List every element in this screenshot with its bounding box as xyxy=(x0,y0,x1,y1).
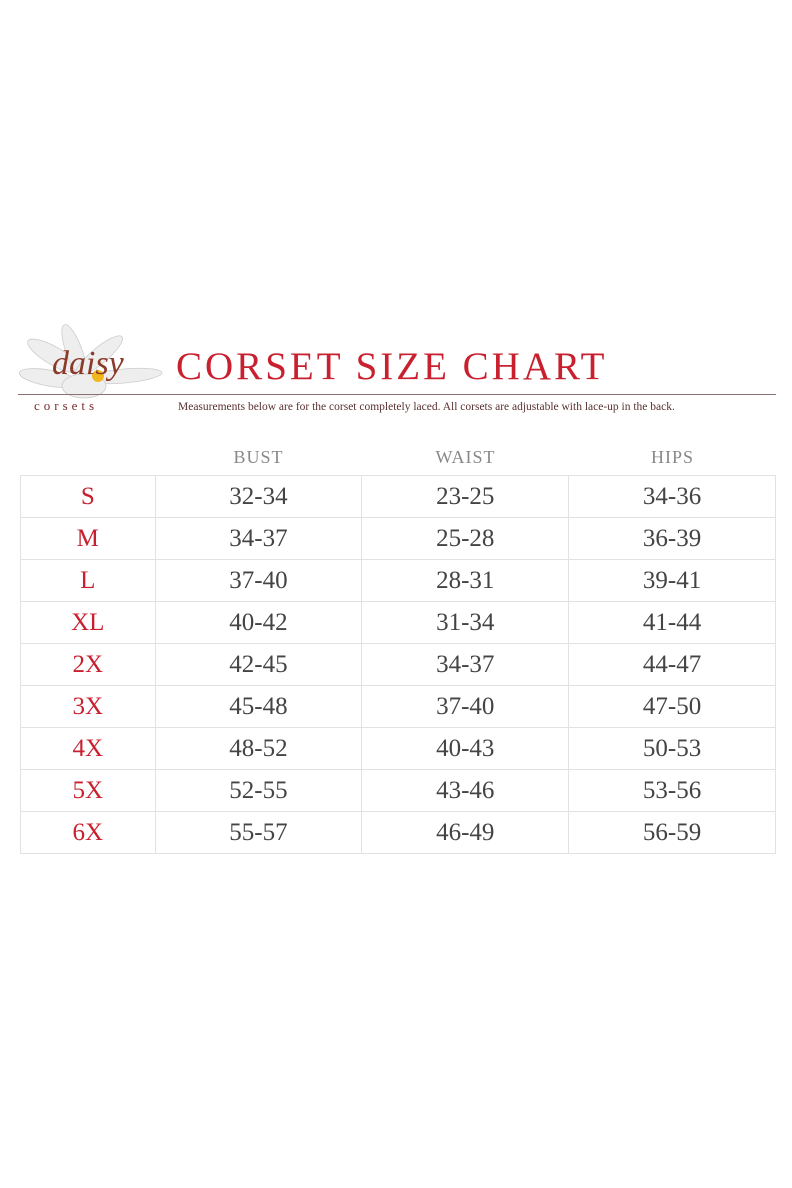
waist-cell: 28-31 xyxy=(361,559,570,602)
bust-cell: 42-45 xyxy=(154,643,363,686)
table-row: 6X 55-57 46-49 56-59 xyxy=(20,811,776,854)
size-cell: 2X xyxy=(20,643,156,686)
waist-cell: 34-37 xyxy=(361,643,570,686)
logo-wordmark: corsets xyxy=(34,398,99,413)
size-cell: 5X xyxy=(20,769,156,812)
bust-cell: 55-57 xyxy=(154,811,363,854)
size-cell: 3X xyxy=(20,685,156,728)
hips-cell: 50-53 xyxy=(568,727,776,770)
size-table: S 32-34 23-25 34-36 M 34-37 25-28 36-39 L 37-40 28… xyxy=(20,475,776,854)
hips-cell: 53-56 xyxy=(568,769,776,812)
daisy-logo: daisy xyxy=(19,324,163,399)
table-row: M 34-37 25-28 36-39 xyxy=(20,517,776,560)
divider xyxy=(18,394,776,395)
hips-cell: 47-50 xyxy=(568,685,776,728)
waist-cell: 37-40 xyxy=(361,685,570,728)
size-cell: 4X xyxy=(20,727,156,770)
size-cell: 6X xyxy=(20,811,156,854)
bust-cell: 37-40 xyxy=(154,559,363,602)
hips-cell: 39-41 xyxy=(568,559,776,602)
waist-cell: 40-43 xyxy=(361,727,570,770)
table-row: 4X 48-52 40-43 50-53 xyxy=(20,727,776,770)
bust-cell: 34-37 xyxy=(154,517,363,560)
hips-cell: 56-59 xyxy=(568,811,776,854)
size-cell: L xyxy=(20,559,156,602)
waist-cell: 43-46 xyxy=(361,769,570,812)
hips-cell: 44-47 xyxy=(568,643,776,686)
bust-cell: 32-34 xyxy=(154,475,363,518)
size-cell: M xyxy=(20,517,156,560)
size-cell: XL xyxy=(20,601,156,644)
hips-cell: 41-44 xyxy=(568,601,776,644)
table-row: L 37-40 28-31 39-41 xyxy=(20,559,776,602)
bust-cell: 48-52 xyxy=(154,727,363,770)
bust-cell: 45-48 xyxy=(154,685,363,728)
table-row: S 32-34 23-25 34-36 xyxy=(20,475,776,518)
waist-cell: 46-49 xyxy=(361,811,570,854)
subtitle: Measurements below are for the corset co… xyxy=(178,401,675,413)
svg-text:daisy: daisy xyxy=(52,345,125,382)
table-row: 5X 52-55 43-46 53-56 xyxy=(20,769,776,812)
header-hips: HIPS xyxy=(650,447,694,467)
waist-cell: 23-25 xyxy=(361,475,570,518)
size-cell: S xyxy=(20,475,156,518)
page-title: CORSET SIZE CHART xyxy=(176,345,608,388)
hips-cell: 36-39 xyxy=(568,517,776,560)
table-row: XL 40-42 31-34 41-44 xyxy=(20,601,776,644)
bust-cell: 52-55 xyxy=(154,769,363,812)
waist-cell: 25-28 xyxy=(361,517,570,560)
header-bust: BUST xyxy=(233,447,284,467)
bust-cell: 40-42 xyxy=(154,601,363,644)
waist-cell: 31-34 xyxy=(361,601,570,644)
table-row: 2X 42-45 34-37 44-47 xyxy=(20,643,776,686)
header-waist: WAIST xyxy=(435,447,496,467)
hips-cell: 34-36 xyxy=(568,475,776,518)
table-row: 3X 45-48 37-40 47-50 xyxy=(20,685,776,728)
